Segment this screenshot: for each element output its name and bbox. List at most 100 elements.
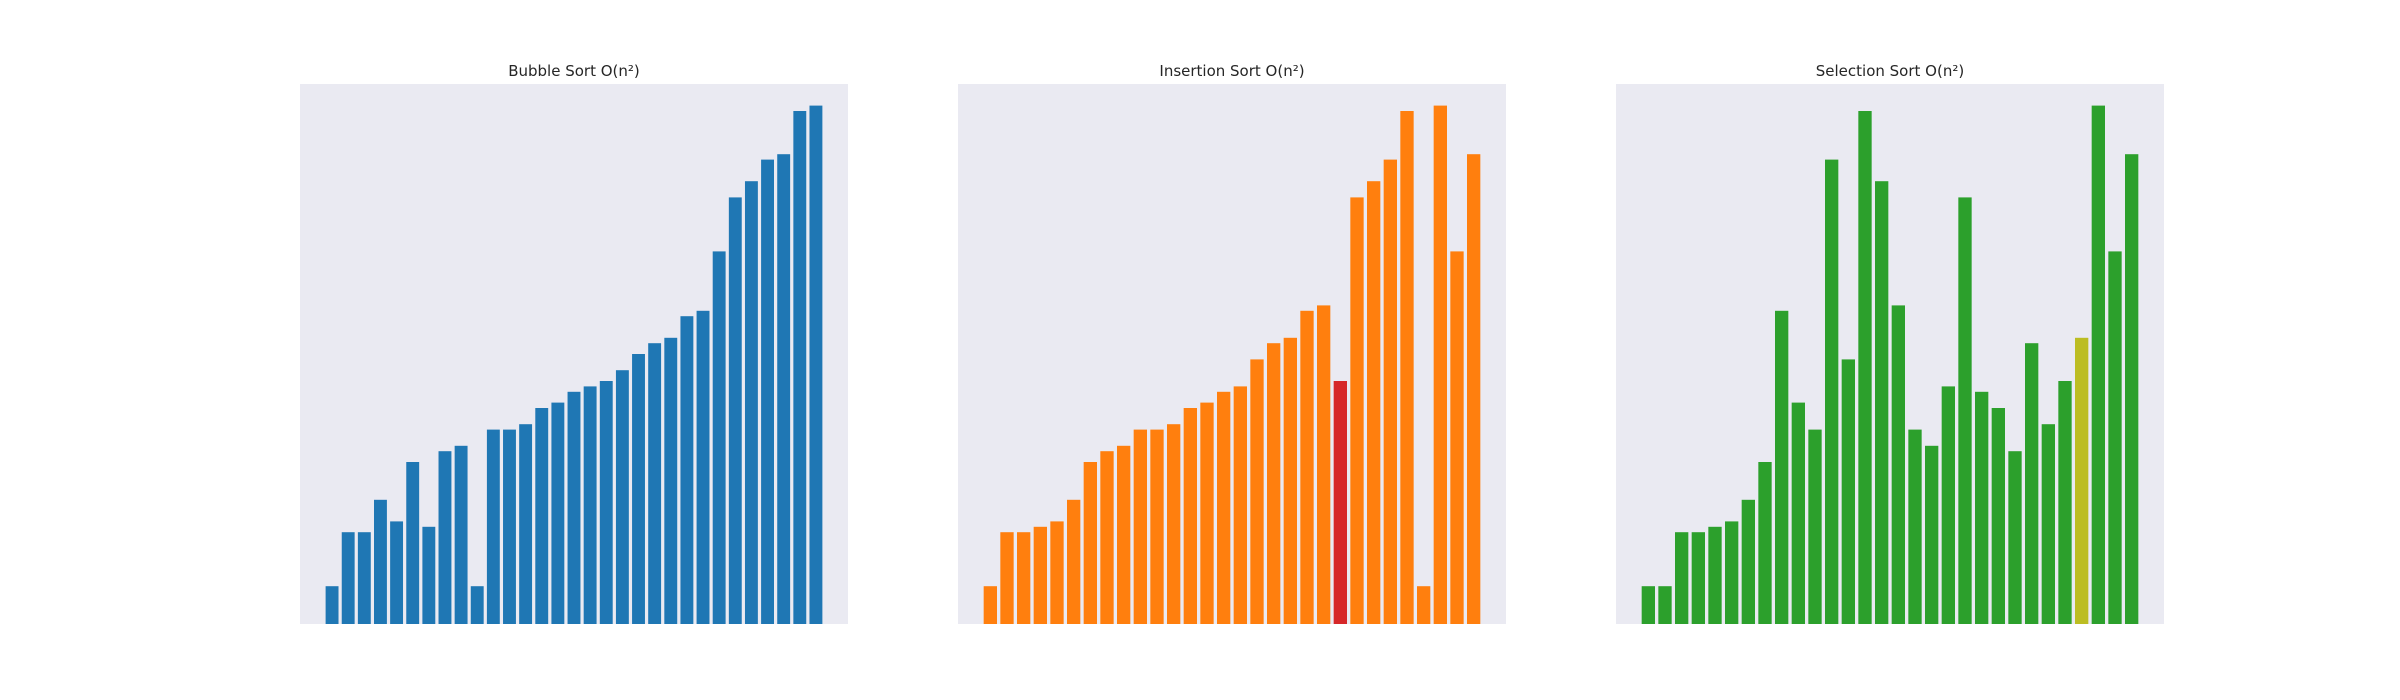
insertion-sort-bar [1333, 381, 1347, 624]
selection-sort-bar [2008, 451, 2022, 624]
bubble-sort-bar [696, 310, 710, 624]
selection-sort-bar [1725, 521, 1739, 624]
bubble-sort-bar [438, 451, 452, 624]
insertion-sort-bar [1317, 305, 1331, 624]
insertion-sort-bar [1350, 197, 1364, 624]
insertion-sort-panel: Insertion Sort O(n²) [958, 62, 1506, 625]
insertion-sort-bar [1400, 111, 1414, 624]
selection-sort-bar [1875, 181, 1889, 624]
bubble-sort-bar [357, 532, 371, 624]
selection-sort-bars [1641, 105, 2139, 625]
selection-sort-plot-area [1616, 84, 2164, 624]
selection-sort-bar [2041, 424, 2055, 624]
bubble-sort-bar [648, 343, 662, 624]
insertion-sort-title: Insertion Sort O(n²) [1159, 62, 1304, 80]
insertion-sort-bar [1367, 181, 1381, 624]
bubble-sort-bar [680, 316, 694, 624]
bubble-sort-bar [809, 105, 823, 625]
selection-sort-bar [1941, 386, 1955, 624]
insertion-sort-bar [1217, 391, 1231, 624]
insertion-sort-bar [1067, 499, 1081, 624]
insertion-sort-bar [1133, 429, 1147, 624]
bubble-sort-bar [728, 197, 742, 624]
selection-sort-bar [1658, 586, 1672, 624]
bubble-sort-bar [535, 408, 549, 624]
bubble-sort-bar [486, 429, 500, 624]
insertion-sort-bar [1100, 451, 1114, 624]
bubble-sort-bars [325, 105, 823, 625]
bubble-sort-panel: Bubble Sort O(n²) [300, 62, 848, 625]
insertion-sort-bar [1117, 445, 1131, 624]
bubble-sort-bar [470, 586, 484, 624]
bubble-sort-bar [567, 391, 581, 624]
selection-sort-bar [1791, 402, 1805, 624]
insertion-sort-bar [1017, 532, 1031, 624]
insertion-sort-bar [1050, 521, 1064, 624]
insertion-sort-bar [1150, 429, 1164, 624]
bubble-sort-bar [632, 354, 645, 624]
selection-sort-bar [1691, 532, 1705, 624]
bubble-sort-bar [406, 462, 420, 624]
selection-sort-bar [2091, 105, 2105, 625]
insertion-sort-bar [1233, 386, 1247, 624]
selection-sort-bar [1675, 532, 1689, 624]
insertion-sort-bar [1433, 105, 1447, 625]
selection-sort-bar [2075, 337, 2089, 624]
insertion-sort-bar [1283, 337, 1297, 624]
insertion-sort-bar [1417, 586, 1431, 624]
selection-sort-bar [1908, 429, 1922, 624]
bubble-sort-bar [422, 526, 436, 624]
bubble-sort-bar [664, 337, 678, 624]
insertion-sort-bar [1033, 526, 1047, 624]
selection-sort-bar [1975, 391, 1989, 624]
bubble-sort-bar [761, 159, 774, 624]
insertion-sort-bars [983, 105, 1481, 625]
bubble-sort-bar [583, 386, 597, 624]
insertion-sort-bar [1167, 424, 1181, 624]
selection-sort-bar [1925, 445, 1939, 624]
selection-sort-bar [1825, 159, 1839, 624]
selection-sort-bar [1841, 359, 1855, 624]
insertion-sort-bar [1467, 154, 1481, 624]
insertion-sort-bar [1200, 402, 1214, 624]
bubble-sort-bar [454, 445, 468, 624]
selection-sort-bar [2108, 251, 2122, 624]
bubble-sort-title: Bubble Sort O(n²) [508, 62, 640, 80]
bubble-sort-bar [374, 499, 387, 624]
bubble-sort-bar [615, 370, 629, 624]
bubble-sort-bar [599, 381, 613, 624]
bubble-sort-bar [341, 532, 355, 624]
bubble-sort-bar [519, 424, 533, 624]
insertion-sort-bar [1000, 532, 1014, 624]
selection-sort-bar [2125, 154, 2139, 624]
insertion-sort-bar [1267, 343, 1281, 624]
bubble-sort-bar [551, 402, 565, 624]
selection-sort-panel: Selection Sort O(n²) [1616, 62, 2164, 625]
bubble-sort-bar [390, 521, 404, 624]
bubble-sort-bar [503, 429, 516, 624]
insertion-sort-bar [1383, 159, 1397, 624]
bubble-sort-bar [793, 111, 807, 624]
selection-sort-bar [1758, 462, 1772, 624]
insertion-sort-bar [983, 586, 997, 624]
selection-sort-bar [1641, 586, 1655, 624]
bubble-sort-bar [744, 181, 758, 624]
selection-sort-bar [1991, 408, 2005, 624]
insertion-sort-bar [1183, 408, 1197, 624]
bubble-sort-bar [777, 154, 791, 624]
selection-sort-bar [1808, 429, 1822, 624]
selection-sort-bar [1858, 111, 1872, 624]
selection-sort-bar [1775, 310, 1789, 624]
bubble-sort-bar [325, 586, 339, 624]
selection-sort-bar [2025, 343, 2039, 624]
selection-sort-title: Selection Sort O(n²) [1816, 62, 1964, 80]
insertion-sort-plot-area [958, 84, 1506, 624]
insertion-sort-bar [1250, 359, 1264, 624]
selection-sort-bar [1708, 526, 1722, 624]
insertion-sort-bar [1083, 462, 1097, 624]
selection-sort-bar [1741, 499, 1755, 624]
bubble-sort-bar [712, 251, 726, 624]
insertion-sort-bar [1300, 310, 1314, 624]
selection-sort-bar [1958, 197, 1972, 624]
